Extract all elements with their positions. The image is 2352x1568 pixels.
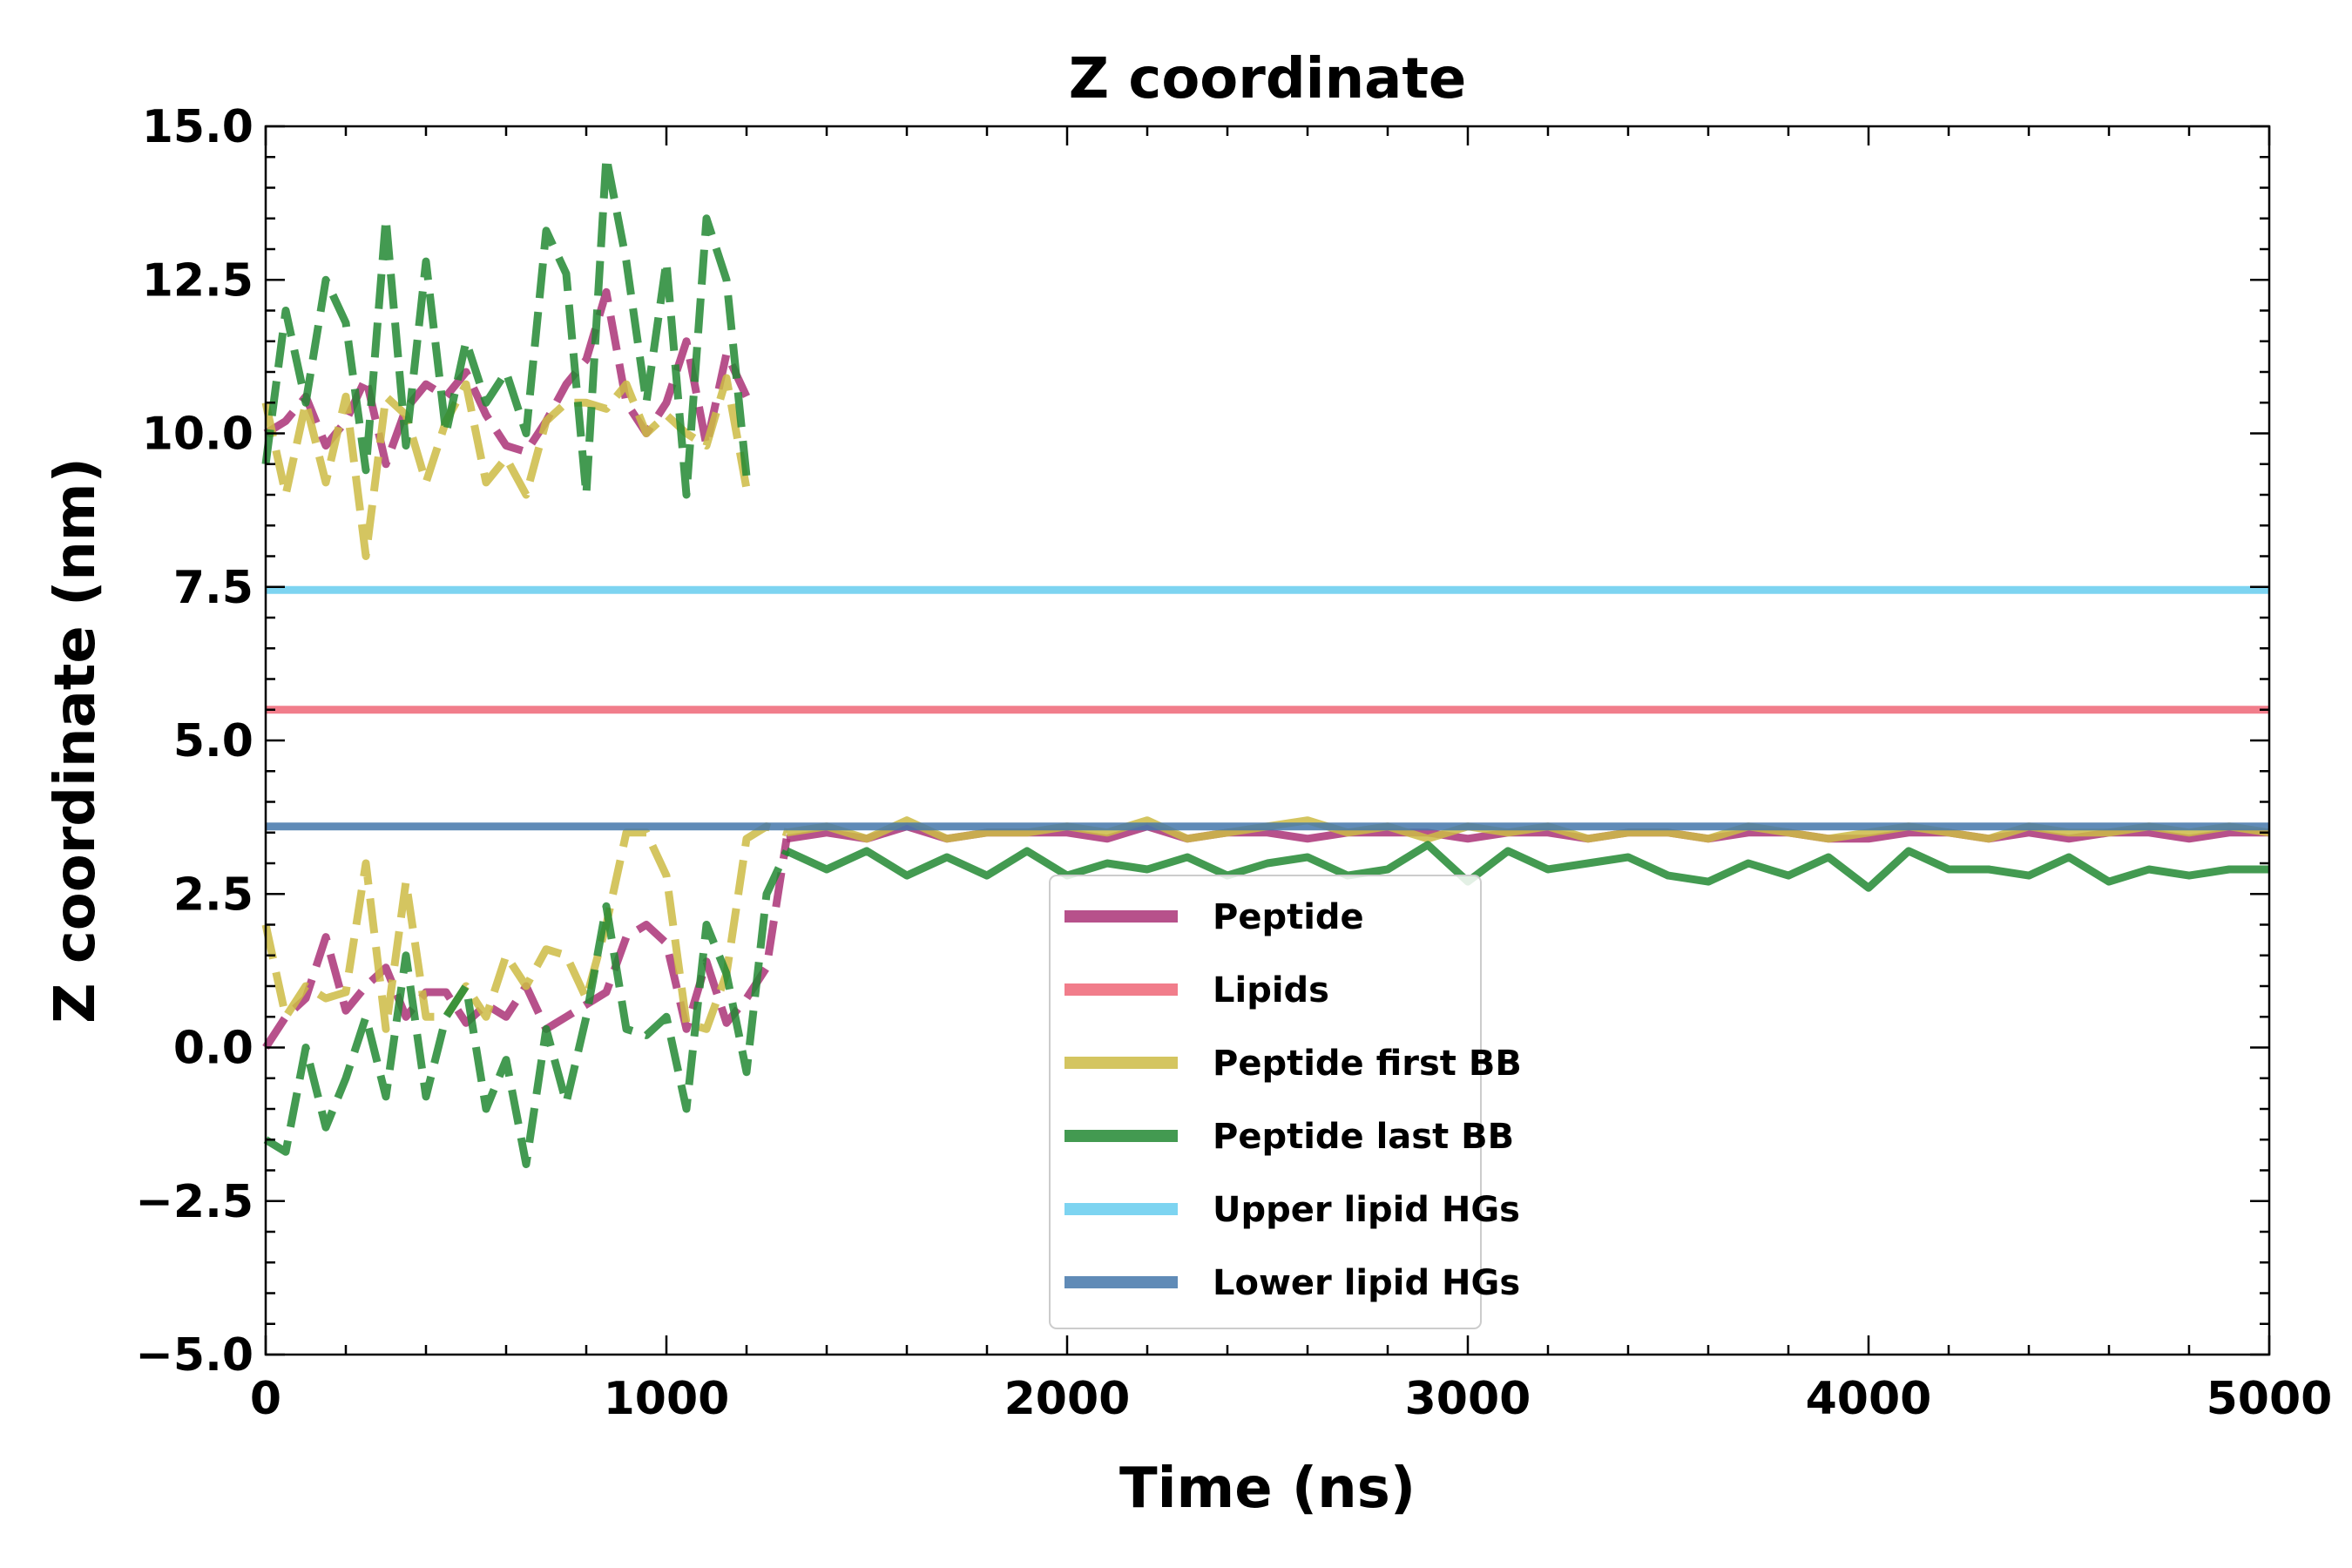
ticks-layer <box>264 125 2271 1356</box>
y-tick-label: −2.5 <box>135 1176 253 1228</box>
x-axis-label: Time (ns) <box>1119 1456 1416 1521</box>
series-line-peptide-first-bb-lower <box>261 822 788 1033</box>
legend-box <box>1049 875 1482 1329</box>
y-tick-label: 2.5 <box>173 868 253 921</box>
series-line-peptide-last-bb-upper <box>261 152 751 499</box>
series-line-peptide-last-bb <box>785 841 2269 892</box>
legend-label-peptide-last-bb: Peptide last BB <box>1213 1117 1514 1157</box>
x-tick-label: 4000 <box>1806 1373 1932 1425</box>
legend-label-lipids: Lipids <box>1213 970 1329 1010</box>
x-tick-label: 1000 <box>604 1373 730 1425</box>
legend-label-upper-lipid-hgs: Upper lipid HGs <box>1213 1190 1520 1230</box>
y-tick-label: 5.0 <box>173 715 253 767</box>
y-tick-label: 7.5 <box>173 562 253 614</box>
series-line-peptide-last-bb-lower <box>263 849 791 1168</box>
y-tick-label: 12.5 <box>142 254 253 307</box>
series-line-peptide-upper <box>263 287 751 469</box>
x-tick-label: 3000 <box>1405 1373 1531 1425</box>
y-axis-label: Z coordinate (nm) <box>44 457 108 1024</box>
series-line-peptide-first-bb-upper <box>261 374 751 560</box>
x-tick-label: 0 <box>250 1373 281 1425</box>
x-tick-label: 2000 <box>1004 1373 1131 1425</box>
legend: Peptide Lipids Peptide first BB Peptide las… <box>1049 875 1522 1329</box>
tick-labels-layer: 0 1000 2000 3000 4000 5000 −5.0 −2.5 0.0 2.5 5.0 7.… <box>135 101 2332 1425</box>
legend-label-lower-lipid-hgs: Lower lipid HGs <box>1213 1263 1520 1303</box>
lines-layer <box>261 152 2270 1168</box>
chart-title: Z coordinate <box>1069 47 1467 112</box>
y-tick-label: 10.0 <box>142 409 253 461</box>
x-tick-label: 5000 <box>2207 1373 2333 1425</box>
y-tick-label: −5.0 <box>135 1329 253 1382</box>
legend-label-peptide-first-bb: Peptide first BB <box>1213 1044 1522 1084</box>
y-tick-label: 0.0 <box>173 1023 253 1075</box>
legend-label-peptide: Peptide <box>1213 897 1364 937</box>
y-tick-label: 15.0 <box>142 101 253 153</box>
